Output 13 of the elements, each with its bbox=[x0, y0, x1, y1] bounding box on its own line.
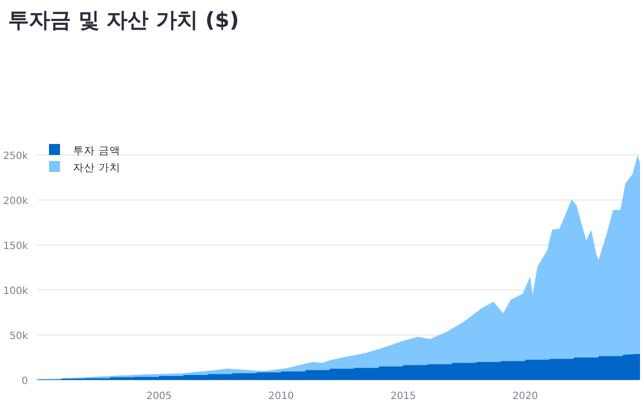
chart-title: 투자금 및 자산 가치 ($) bbox=[8, 8, 240, 32]
y-tick-label: 150k bbox=[3, 241, 28, 252]
y-tick-label: 0 bbox=[22, 376, 28, 387]
y-tick-label: 250k bbox=[3, 151, 28, 162]
x-tick-label: 2005 bbox=[146, 391, 172, 402]
legend-label: 자산 가치 bbox=[73, 162, 120, 174]
y-tick-label: 200k bbox=[3, 196, 28, 207]
x-tick-label: 2015 bbox=[390, 391, 416, 402]
x-tick-label: 2020 bbox=[512, 391, 538, 402]
y-tick-label: 50k bbox=[9, 331, 28, 342]
y-tick-label: 100k bbox=[3, 286, 28, 297]
x-tick-label: 2010 bbox=[268, 391, 294, 402]
legend-label: 투자 금액 bbox=[73, 145, 120, 157]
